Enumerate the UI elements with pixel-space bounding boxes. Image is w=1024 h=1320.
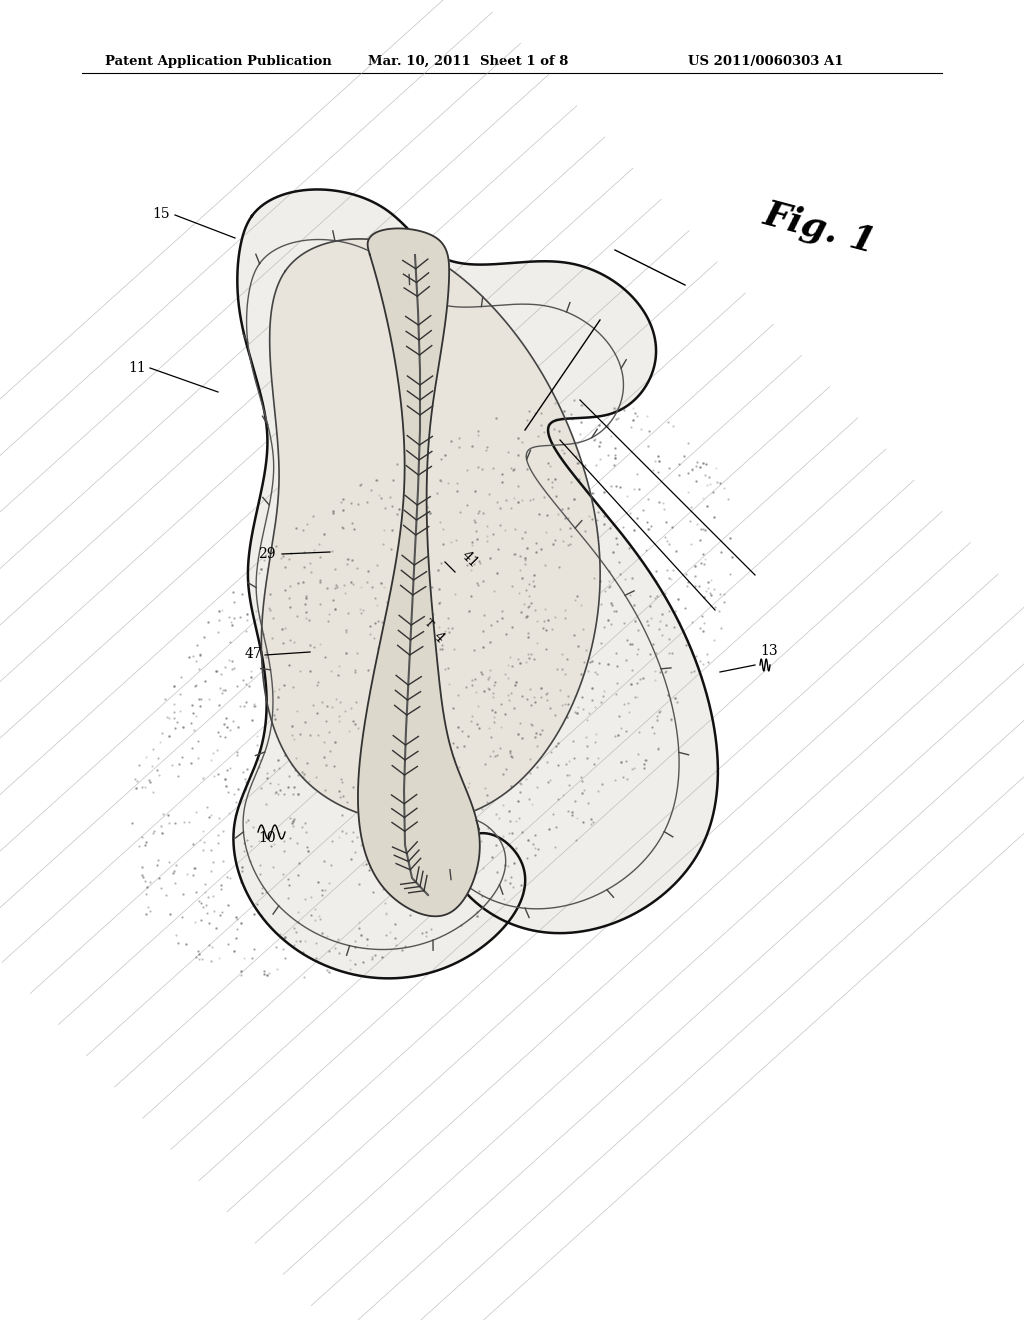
- Text: 10: 10: [258, 832, 275, 845]
- Text: Patent Application Publication: Patent Application Publication: [105, 55, 332, 69]
- Text: 4: 4: [430, 628, 446, 645]
- Polygon shape: [233, 190, 718, 978]
- Text: 15: 15: [152, 207, 170, 220]
- Text: T: T: [422, 618, 434, 630]
- Text: Fig. 1: Fig. 1: [760, 197, 880, 260]
- Text: 11: 11: [128, 360, 145, 375]
- Text: US 2011/0060303 A1: US 2011/0060303 A1: [688, 55, 844, 69]
- Polygon shape: [358, 228, 480, 916]
- Text: 47: 47: [245, 647, 263, 661]
- Text: 13: 13: [760, 644, 777, 657]
- Text: Mar. 10, 2011  Sheet 1 of 8: Mar. 10, 2011 Sheet 1 of 8: [368, 55, 568, 69]
- Text: 29: 29: [258, 546, 275, 561]
- Polygon shape: [261, 239, 600, 822]
- Text: 41: 41: [458, 549, 480, 572]
